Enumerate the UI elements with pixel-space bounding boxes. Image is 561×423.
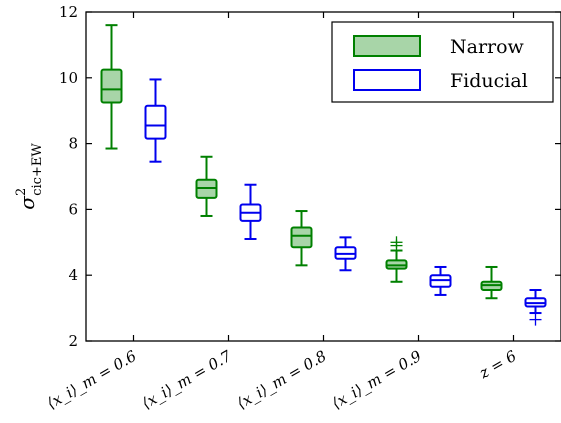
y-tick-label: 2 [68,332,78,350]
x-tick-label: ⟨x_i⟩_m = 0.6 [44,347,140,413]
x-tick-label: ⟨x_i⟩_m = 0.7 [139,347,235,413]
box-narrow-4 [480,265,503,300]
box-body [144,104,167,140]
legend-swatch-narrow [353,35,421,57]
legend-label-fiducial: Fiducial [450,70,528,92]
box-body [290,226,313,249]
box-fiducial-1 [239,183,262,241]
legend: Narrow Fiducial [331,21,554,103]
flier-point [390,239,403,252]
x-tick-label: ⟨x_i⟩_m = 0.8 [234,347,330,413]
box-narrow-1 [195,155,218,217]
y-tick-label: 6 [68,200,78,218]
box-fiducial-2 [334,236,357,272]
flier-point [529,313,542,326]
y-tick-label: 10 [59,69,78,87]
legend-swatch-fiducial [353,69,421,91]
box-body [100,68,123,104]
y-tick-label: 12 [59,3,78,21]
x-tick-label: ⟨x_i⟩_m = 0.9 [329,347,425,413]
box-fiducial-0 [144,78,167,163]
y-tick-label: 8 [68,135,78,153]
x-tick-label: z = 6 [475,347,520,383]
y-axis-label: σ2cic+EW [14,143,45,210]
legend-label-narrow: Narrow [450,36,525,58]
box-fiducial-4 [524,289,547,326]
y-tick-label: 4 [68,266,78,284]
box-narrow-3 [385,236,408,283]
box-narrow-0 [100,24,123,150]
plot-area [100,24,547,326]
box-narrow-2 [290,210,313,267]
box-fiducial-3 [429,265,452,296]
